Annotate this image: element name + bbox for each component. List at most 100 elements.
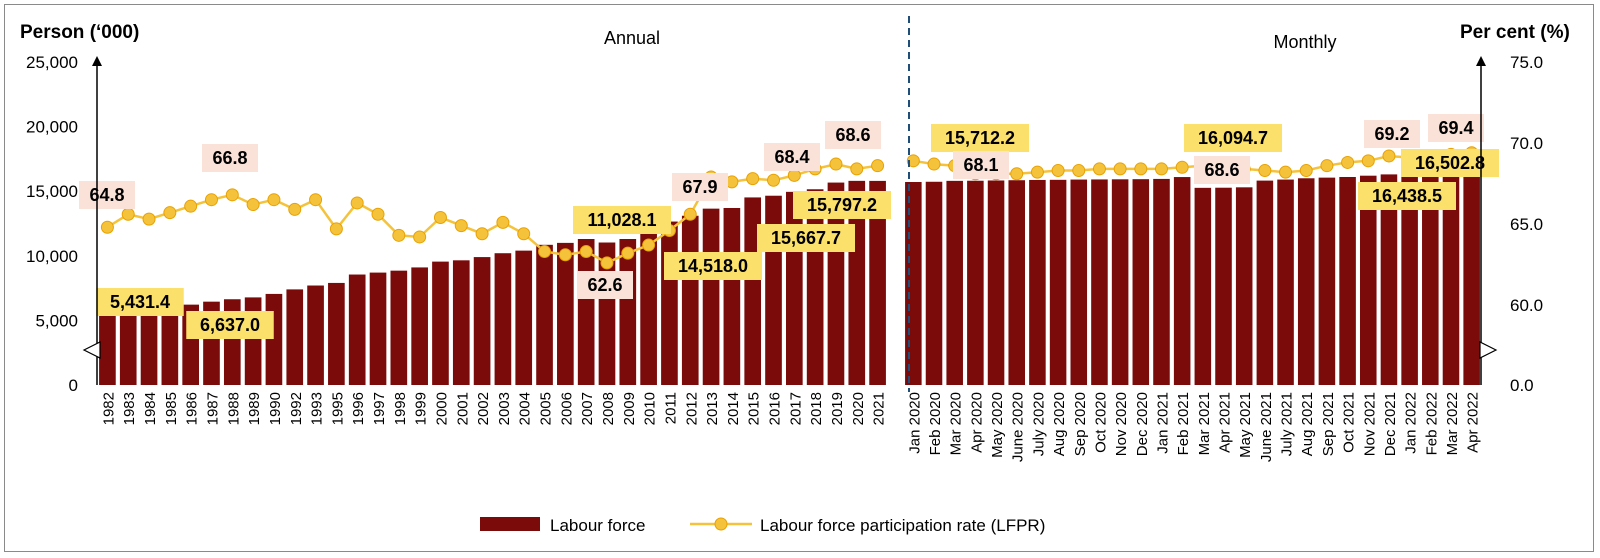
x-tick-label: 2015 xyxy=(746,392,763,425)
x-tick-label: Mar 2022 xyxy=(1444,392,1461,455)
bar-annual xyxy=(161,307,179,385)
rate-label: 68.6 xyxy=(1194,156,1250,184)
rate-label-box xyxy=(672,173,728,201)
lfpr-annual-point xyxy=(517,227,531,241)
bar-monthly xyxy=(1297,178,1315,385)
left-tick-label: 0 xyxy=(69,376,78,395)
x-tick-label: 1984 xyxy=(142,392,159,425)
x-tick-label: 2009 xyxy=(621,392,638,425)
value-label: 15,712.2 xyxy=(931,124,1029,152)
bar-monthly xyxy=(946,180,963,385)
lfpr-annual-point xyxy=(600,256,614,270)
lfpr-monthly-point xyxy=(1299,164,1313,178)
annual-section-label: Annual xyxy=(604,28,660,48)
rate-label-text: 68.1 xyxy=(963,155,998,175)
bar-monthly xyxy=(1442,172,1460,385)
x-tick-label: 2020 xyxy=(850,392,867,425)
bar-annual xyxy=(390,270,408,385)
x-tick-label: 1995 xyxy=(329,392,346,425)
value-label: 14,518.0 xyxy=(664,252,762,280)
lfpr-annual-point xyxy=(246,198,260,212)
x-tick-label: 1990 xyxy=(267,392,284,425)
bar-monthly xyxy=(1463,171,1480,385)
value-label: 11,028.1 xyxy=(573,206,671,234)
lfpr-monthly-point xyxy=(1134,162,1148,176)
value-label: 5,431.4 xyxy=(96,288,184,316)
rate-label-text: 64.8 xyxy=(89,185,124,205)
x-tick-label: Oct 2021 xyxy=(1341,392,1358,453)
bar-monthly xyxy=(1380,174,1398,385)
bar-annual xyxy=(452,260,470,385)
rate-label: 64.8 xyxy=(79,181,135,209)
x-tick-label: June 2021 xyxy=(1258,392,1275,462)
x-tick-label: Oct 2020 xyxy=(1092,392,1109,453)
bar-annual xyxy=(557,242,574,385)
bar-monthly xyxy=(1359,175,1377,385)
value-label-box xyxy=(96,288,184,316)
rate-label: 67.9 xyxy=(672,173,728,201)
x-tick-label: Jan 2022 xyxy=(1403,392,1420,454)
lfpr-annual-point xyxy=(850,162,864,176)
bar-annual xyxy=(140,309,158,385)
lfpr-annual-point xyxy=(121,207,135,221)
x-tick-label: 2006 xyxy=(558,392,575,425)
x-tick-label: 2005 xyxy=(538,392,555,425)
lfpr-annual-point xyxy=(288,202,302,216)
value-label: 16,438.5 xyxy=(1358,182,1456,210)
x-tick-label: 1993 xyxy=(309,392,326,425)
bar-annual xyxy=(786,191,803,385)
lfpr-annual-point xyxy=(225,188,239,202)
value-label-text: 15,667.7 xyxy=(771,228,841,248)
value-label: 16,094.7 xyxy=(1184,124,1282,152)
value-label-box xyxy=(931,124,1029,152)
rate-label: 68.4 xyxy=(764,143,820,171)
x-tick-label: 2014 xyxy=(725,392,742,425)
x-tick-label: Aug 2020 xyxy=(1051,392,1068,456)
x-tick-label: 1985 xyxy=(163,392,180,425)
x-tick-label: July 2021 xyxy=(1279,392,1296,456)
rate-label-box xyxy=(202,144,258,172)
lfpr-annual-point xyxy=(496,215,510,229)
value-label-text: 16,094.7 xyxy=(1198,128,1268,148)
bar-annual xyxy=(723,207,741,385)
lfpr-monthly-point xyxy=(1279,165,1293,179)
bar-monthly xyxy=(967,180,984,385)
chart-frame xyxy=(4,4,1594,552)
x-tick-label: 2016 xyxy=(767,392,784,425)
rate-label-text: 68.4 xyxy=(774,147,809,167)
lfpr-annual-point xyxy=(267,193,281,207)
lfpr-monthly-point xyxy=(1382,149,1396,163)
rate-label-text: 68.6 xyxy=(835,125,870,145)
value-label-text: 15,712.2 xyxy=(945,128,1015,148)
lfpr-annual-point xyxy=(184,199,198,213)
bar-annual xyxy=(702,208,720,385)
rate-label-text: 66.8 xyxy=(212,148,247,168)
lfpr-monthly-point xyxy=(1113,162,1127,176)
lfpr-monthly-point xyxy=(1092,162,1106,176)
bar-monthly xyxy=(1070,179,1088,385)
x-tick-label: 1987 xyxy=(204,392,221,425)
value-label: 15,667.7 xyxy=(757,224,855,252)
lfpr-annual-point xyxy=(350,196,364,210)
x-tick-label: 2021 xyxy=(871,392,888,425)
x-tick-label: Apr 2021 xyxy=(1217,392,1234,453)
x-tick-label: Feb 2020 xyxy=(927,392,944,455)
x-tick-label: May 2021 xyxy=(1237,392,1254,458)
lfpr-monthly-point xyxy=(1361,154,1375,168)
x-tick-label: 2019 xyxy=(829,392,846,425)
lfpr-annual-point xyxy=(787,168,801,182)
x-tick-label: 2001 xyxy=(454,392,471,425)
left-tick-label: 5,000 xyxy=(35,311,78,330)
legend-label-lfpr: Labour force participation rate (LFPR) xyxy=(760,516,1045,535)
x-tick-label: July 2020 xyxy=(1030,392,1047,456)
left-tick-label: 10,000 xyxy=(26,247,78,266)
x-tick-label: 1996 xyxy=(350,392,367,425)
left-axis-break xyxy=(82,341,101,359)
bar-annual xyxy=(286,289,304,385)
x-tick-label: 2012 xyxy=(683,392,700,425)
right-axis-break xyxy=(1479,341,1498,359)
rate-label-box xyxy=(1194,156,1250,184)
rate-label-box xyxy=(577,271,633,299)
lfpr-annual-point xyxy=(100,220,114,234)
bar-monthly xyxy=(987,180,1005,385)
